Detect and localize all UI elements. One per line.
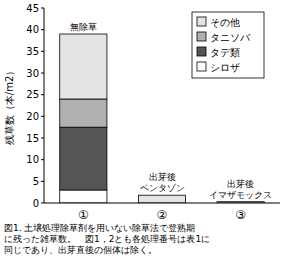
legend-swatch <box>197 62 206 71</box>
bar-segment <box>60 127 107 190</box>
legend-box <box>192 12 264 78</box>
caption: 図1. 土壌処理除草剤を用いない除草法で登熟期 <box>4 223 195 233</box>
bar-segment <box>60 190 107 203</box>
legend-label: タデ類 <box>210 47 240 58</box>
annotation: ベンタゾン <box>140 183 185 193</box>
y-tick <box>41 138 44 139</box>
chart: 051015202530354045残草数（本/m2）①②③無除草出芽後ベンタゾ… <box>0 0 285 256</box>
caption: に残った雑草数。 図1，2とも各処理番号は表1に <box>4 234 210 244</box>
annotation: 出芽後 <box>227 179 254 189</box>
bar-segment <box>60 99 107 127</box>
y-tick-label: 15 <box>26 133 39 144</box>
bar-segment <box>60 34 107 99</box>
legend-label: シロザ <box>210 62 240 73</box>
y-tick <box>41 181 44 182</box>
category-label: ② <box>157 208 168 222</box>
category-label: ③ <box>235 208 246 222</box>
y-tick <box>41 51 44 52</box>
y-tick <box>41 159 44 160</box>
y-tick <box>41 73 44 74</box>
y-tick-label: 5 <box>33 176 39 187</box>
annotation: イマザモックス <box>209 190 272 200</box>
legend-swatch <box>197 17 206 26</box>
y-tick-label: 0 <box>33 198 39 209</box>
y-axis-label: 残草数（本/m2） <box>4 66 15 145</box>
bar-segment <box>138 195 185 203</box>
y-tick <box>41 8 44 9</box>
caption: 同じであり、出芽直後の個体は除く。 <box>4 245 157 255</box>
legend-label: タニソバ <box>210 32 251 43</box>
y-tick <box>41 203 44 204</box>
y-tick-label: 10 <box>26 154 39 165</box>
y-tick-label: 45 <box>26 3 39 14</box>
x-axis <box>44 203 280 204</box>
y-tick-label: 40 <box>26 24 39 35</box>
category-label: ① <box>78 208 89 222</box>
annotation: 出芽後 <box>149 172 176 182</box>
y-tick-label: 20 <box>26 111 39 122</box>
y-tick-label: 30 <box>26 68 39 79</box>
y-axis <box>44 8 45 203</box>
y-tick-label: 35 <box>26 46 39 57</box>
legend-swatch <box>197 47 206 56</box>
y-tick <box>41 29 44 30</box>
annotation: 無除草 <box>70 22 97 32</box>
y-tick-label: 25 <box>26 89 39 100</box>
y-tick <box>41 116 44 117</box>
y-tick <box>41 94 44 95</box>
legend-swatch <box>197 32 206 41</box>
legend-label: その他 <box>210 17 240 28</box>
